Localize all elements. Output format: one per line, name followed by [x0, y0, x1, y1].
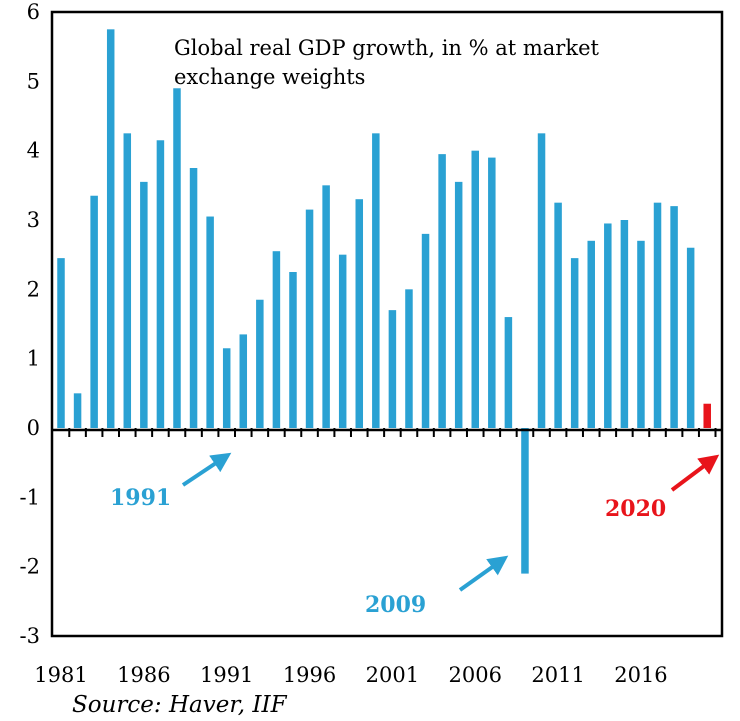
y-tick-label: 1 [27, 347, 40, 371]
y-tick-label: -3 [20, 624, 40, 648]
bar-2008 [504, 317, 513, 428]
y-tick-label: -1 [20, 485, 40, 509]
x-tick-labels: 1981 1986 1991 1996 2001 2006 2011 2016 [34, 663, 667, 687]
annotation-2009-label: 2009 [365, 592, 426, 618]
bar-1999 [355, 199, 364, 428]
bar-2015 [620, 220, 629, 428]
bar-1996 [305, 209, 314, 428]
bar-2014 [604, 223, 612, 428]
chart-title-line-2: exchange weights [174, 65, 365, 89]
x-tick-label: 2001 [366, 663, 419, 687]
bar-1995 [289, 272, 297, 428]
bar-2012 [570, 258, 579, 428]
y-tick-label: 2 [27, 277, 40, 301]
bar-1993 [256, 299, 264, 428]
bar-2006 [471, 150, 479, 429]
x-tick-marks [68, 428, 717, 437]
annotation-2020-label: 2020 [605, 496, 666, 522]
bar-1994 [272, 251, 281, 428]
bar-2007 [488, 157, 496, 428]
x-tick-label: 2016 [614, 663, 667, 687]
y-tick-label: 3 [27, 208, 40, 232]
y-tick-label: -2 [20, 555, 40, 579]
annotation-1991-arrow [181, 452, 232, 487]
bar-2009 [521, 428, 529, 574]
bar-2016 [637, 240, 645, 428]
x-tick-label: 1996 [283, 663, 336, 687]
bar-2004 [438, 154, 446, 428]
bar-1986 [140, 181, 148, 428]
bar-2002 [405, 289, 413, 428]
bar-2003 [421, 233, 430, 428]
y-tick-label: 6 [27, 0, 40, 24]
bar-2020 [703, 403, 711, 428]
bar-1992 [239, 334, 248, 428]
bar-1985 [123, 133, 132, 428]
bar-1984 [106, 29, 115, 429]
bar-1990 [206, 216, 214, 428]
y-tick-label: 4 [27, 139, 40, 163]
bar-1991 [222, 348, 231, 428]
bar-2001 [388, 310, 397, 428]
plot-frame [50, 10, 724, 638]
bar-1987 [156, 140, 165, 428]
annotation-2020-arrow [670, 454, 720, 492]
bar-1989 [189, 168, 198, 428]
bar-2005 [454, 181, 463, 428]
y-tick-label: 0 [27, 416, 40, 440]
x-tick-label: 1991 [200, 663, 253, 687]
x-tick-label: 2011 [531, 663, 584, 687]
bar-2010 [537, 133, 546, 428]
x-tick-label: 1981 [34, 663, 87, 687]
bar-2013 [587, 240, 595, 428]
bar-group [57, 29, 711, 574]
bar-1988 [173, 88, 181, 429]
bar-2018 [670, 206, 678, 428]
bar-1982 [73, 393, 82, 428]
bar-1997 [322, 185, 330, 428]
chart-title-line-1: Global real GDP growth, in % at market [174, 36, 600, 60]
y-tick-labels: -3 -2 -1 0 1 2 3 4 5 6 [20, 0, 40, 648]
bar-2000 [372, 133, 380, 428]
bar-2011 [554, 202, 562, 428]
bar-1983 [90, 195, 98, 428]
bar-1981 [57, 258, 65, 428]
bar-1998 [338, 254, 347, 428]
annotation-2009-arrow [458, 555, 509, 592]
annotation-1991-label: 1991 [110, 485, 171, 511]
bar-2019 [686, 247, 695, 428]
bar-2017 [653, 202, 662, 428]
x-tick-label: 1986 [117, 663, 170, 687]
y-tick-label: 5 [27, 69, 40, 93]
x-tick-label: 2006 [449, 663, 502, 687]
source-note: Source: Haver, IIF [72, 692, 288, 718]
